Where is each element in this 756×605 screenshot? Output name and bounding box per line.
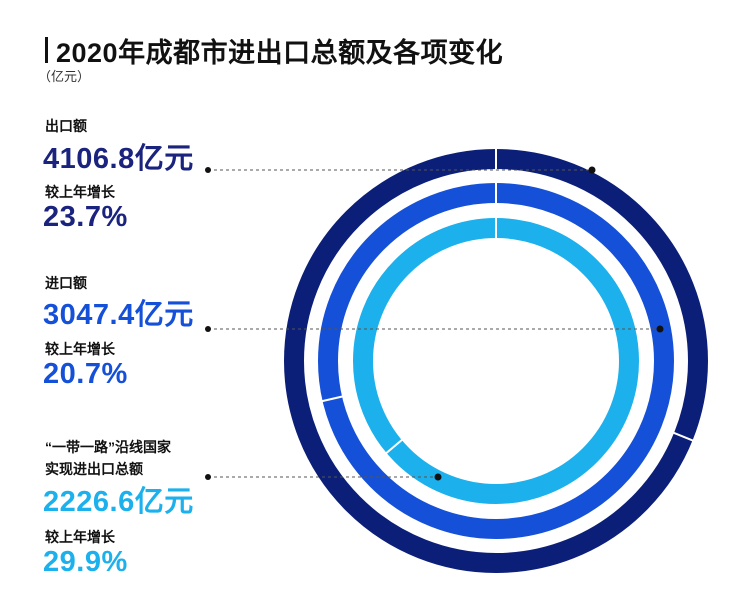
export-leader-dot-end (588, 166, 596, 174)
ring-import-separator-left (320, 395, 345, 403)
export-value: 4106.8亿元 (43, 143, 194, 175)
ring-export-separator-right (671, 431, 695, 443)
chart-unit: （亿元） (38, 69, 91, 84)
import-growth-label: 较上年增长 (45, 341, 115, 357)
ring-belt-road-separator-left (384, 438, 404, 455)
belt-road-growth-value: 29.9% (43, 546, 128, 578)
export-leader-dot-start (205, 167, 211, 173)
belt-road-label-line1: “一带一路”沿线国家 (45, 439, 171, 455)
import-leader-dot-end (656, 325, 664, 333)
belt-road-growth-label: 较上年增长 (45, 529, 115, 545)
export-growth-label: 较上年增长 (45, 184, 115, 200)
chart-title: 2020年成都市进出口总额及各项变化 (56, 38, 504, 68)
title-bar (45, 37, 48, 63)
import-growth-value: 20.7% (43, 358, 128, 390)
import-value: 3047.4亿元 (43, 299, 194, 331)
belt-road-leader-dot-end (434, 473, 442, 481)
export-growth-value: 23.7% (43, 201, 128, 233)
import-leader-dot-start (205, 326, 211, 332)
belt-road-value: 2226.6亿元 (43, 486, 194, 518)
import-label: 进口额 (45, 275, 87, 291)
export-label: 出口额 (45, 118, 87, 134)
belt-road-label-line2: 实现进出口总额 (45, 461, 143, 477)
belt-road-leader-dot-start (205, 474, 211, 480)
ring-import (318, 183, 674, 539)
ring-belt-road (353, 218, 639, 504)
